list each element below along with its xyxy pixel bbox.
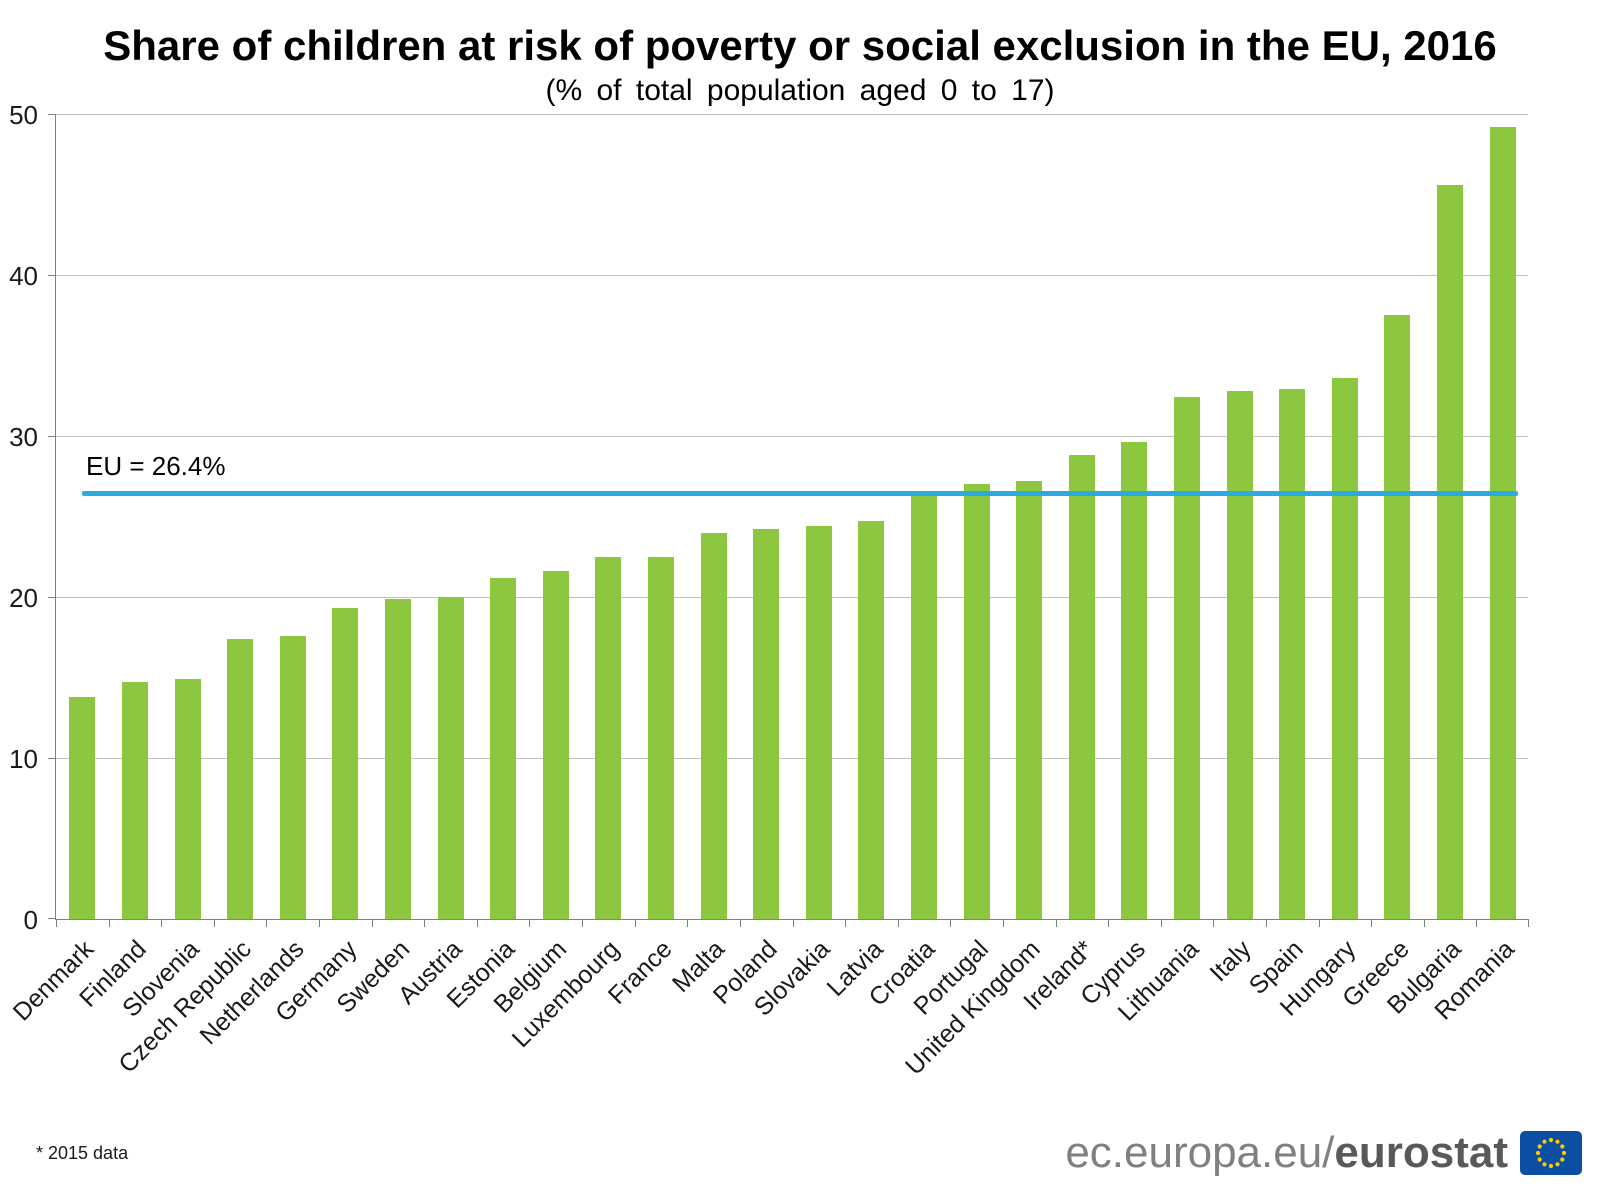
eu-flag-logo bbox=[1520, 1131, 1582, 1175]
y-axis-tick-label-20: 20 bbox=[9, 583, 38, 613]
y-axis-tick-label-10: 10 bbox=[9, 744, 38, 774]
y-axis-tick-label-40: 40 bbox=[9, 261, 38, 291]
x-tick-mark bbox=[1108, 919, 1110, 927]
y-tick-mark bbox=[48, 436, 56, 437]
x-tick-mark bbox=[319, 919, 321, 927]
x-tick-mark bbox=[1002, 919, 1004, 927]
bar-malta bbox=[700, 532, 727, 919]
brand-eurostat: eurostat bbox=[1334, 1128, 1508, 1177]
bar-italy bbox=[1226, 390, 1253, 919]
y-tick-mark bbox=[48, 758, 56, 759]
x-tick-mark bbox=[266, 919, 268, 927]
x-tick-mark bbox=[1371, 919, 1373, 927]
y-axis-tick-label-0: 0 bbox=[23, 905, 38, 935]
bar-ireland bbox=[1068, 455, 1095, 919]
y-axis-tick-label-50: 50 bbox=[9, 100, 38, 130]
bar-belgium bbox=[542, 571, 569, 919]
bar-luxembourg bbox=[595, 556, 622, 919]
y-axis-tick-label-30: 30 bbox=[9, 422, 38, 452]
bar-poland bbox=[753, 529, 780, 919]
x-tick-mark bbox=[792, 919, 794, 927]
bar-portugal bbox=[963, 484, 990, 919]
bar-austria bbox=[437, 597, 464, 919]
x-tick-mark bbox=[1213, 919, 1215, 927]
gridline-10 bbox=[56, 758, 1528, 759]
eurostat-brand: ec.europa.eu/eurostat bbox=[1065, 1128, 1582, 1178]
bar-spain bbox=[1279, 389, 1306, 919]
x-tick-mark bbox=[1423, 919, 1425, 927]
bar-croatia bbox=[911, 495, 938, 919]
bar-netherlands bbox=[279, 635, 306, 919]
bar-united-kingdom bbox=[1016, 481, 1043, 919]
x-tick-mark bbox=[634, 919, 636, 927]
x-tick-mark bbox=[476, 919, 478, 927]
y-tick-mark bbox=[48, 597, 56, 598]
gridline-30 bbox=[56, 436, 1528, 437]
bar-finland bbox=[121, 682, 148, 919]
x-tick-mark bbox=[1528, 919, 1529, 927]
x-tick-mark bbox=[582, 919, 584, 927]
x-tick-mark bbox=[897, 919, 899, 927]
bar-germany bbox=[332, 608, 359, 919]
bar-romania bbox=[1489, 126, 1516, 919]
x-tick-mark bbox=[1476, 919, 1478, 927]
x-tick-mark bbox=[161, 919, 163, 927]
x-tick-mark bbox=[108, 919, 110, 927]
x-axis-labels: Denmark Finland Slovenia Czech Republic Neth… bbox=[8, 921, 1528, 1106]
x-tick-mark bbox=[950, 919, 952, 927]
x-tick-mark bbox=[687, 919, 689, 927]
x-tick-mark bbox=[1318, 919, 1320, 927]
bar-latvia bbox=[858, 521, 885, 919]
eu-average-line bbox=[82, 490, 1518, 496]
y-tick-mark bbox=[48, 114, 56, 115]
gridline-50 bbox=[56, 114, 1528, 115]
x-tick-mark bbox=[1160, 919, 1162, 927]
x-tick-mark bbox=[739, 919, 741, 927]
chart-subtitle: (% of total population aged 0 to 17) bbox=[545, 74, 1055, 107]
bar-greece bbox=[1384, 315, 1411, 919]
eurostat-url: ec.europa.eu/eurostat bbox=[1065, 1128, 1508, 1178]
bar-cyprus bbox=[1121, 442, 1148, 919]
bar-sweden bbox=[384, 598, 411, 919]
x-tick-mark bbox=[529, 919, 531, 927]
x-tick-mark bbox=[1265, 919, 1267, 927]
eu-average-label: EU = 26.4% bbox=[86, 450, 226, 481]
bar-denmark bbox=[69, 696, 96, 919]
x-tick-mark bbox=[845, 919, 847, 927]
x-tick-mark bbox=[56, 919, 57, 927]
brand-prefix: ec.europa.eu/ bbox=[1065, 1128, 1335, 1177]
bar-estonia bbox=[490, 577, 517, 919]
gridline-20 bbox=[56, 597, 1528, 598]
x-tick-mark bbox=[371, 919, 373, 927]
x-tick-mark bbox=[213, 919, 215, 927]
plot-area: EU = 26.4% bbox=[48, 114, 1529, 927]
y-axis: 0 10 20 30 40 50 bbox=[0, 100, 46, 935]
chart-title: Share of children at risk of poverty or … bbox=[103, 22, 1497, 69]
y-tick-mark bbox=[48, 918, 56, 919]
gridline-40 bbox=[56, 275, 1528, 276]
bar-france bbox=[647, 556, 674, 919]
bar-lithuania bbox=[1174, 397, 1201, 919]
x-tick-mark bbox=[1055, 919, 1057, 927]
bar-slovakia bbox=[805, 526, 832, 919]
bar-hungary bbox=[1331, 378, 1358, 919]
x-tick-mark bbox=[424, 919, 426, 927]
bar-bulgaria bbox=[1437, 184, 1464, 919]
bar-czech-republic bbox=[227, 638, 254, 919]
bar-slovenia bbox=[174, 679, 201, 919]
y-tick-mark bbox=[48, 275, 56, 276]
footnote-2015-data: * 2015 data bbox=[36, 1143, 129, 1163]
